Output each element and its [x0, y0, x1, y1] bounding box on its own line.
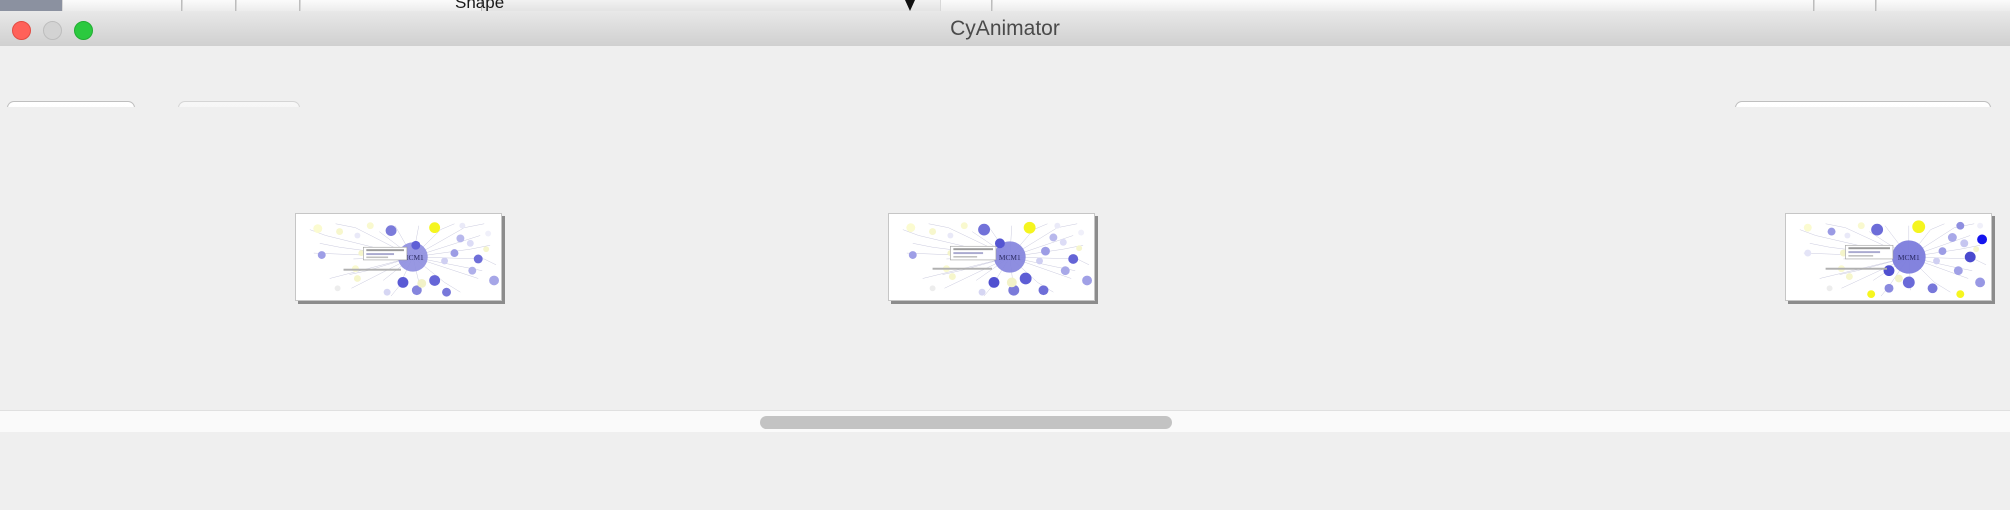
close-button[interactable] — [12, 21, 31, 40]
window-title: CyAnimator — [950, 17, 1060, 40]
minimize-button[interactable] — [43, 21, 62, 40]
background-tab — [182, 0, 236, 11]
timeline-horizontal-scrollbar[interactable] — [0, 410, 2010, 434]
network-graph-preview: MCM1 — [1786, 214, 1991, 300]
background-selected-tab — [0, 0, 62, 11]
svg-text:MCM1: MCM1 — [999, 253, 1021, 262]
network-graph-preview: MCM1 — [296, 214, 501, 300]
background-tab — [236, 0, 300, 11]
network-graph-preview: MCM1 — [889, 214, 1094, 300]
timeline-panel[interactable]: MCM1 — [0, 107, 2010, 410]
svg-text:MCM1: MCM1 — [1898, 253, 1920, 262]
title-bar[interactable]: CyAnimator — [0, 11, 2010, 47]
frame-thumbnail[interactable]: MCM1 — [1785, 213, 1992, 301]
background-tab — [1876, 0, 2010, 11]
background-window-label: Shape — [455, 0, 505, 11]
svg-text:MCM1: MCM1 — [402, 253, 424, 262]
toolbar: Clear All Frames — [0, 46, 2010, 143]
traffic-lights — [12, 21, 93, 40]
background-tab — [300, 0, 482, 11]
background-caret-icon — [905, 0, 915, 11]
scrollbar-thumb[interactable] — [760, 416, 1172, 429]
background-tab — [992, 0, 1814, 11]
background-window-strip: Shape — [0, 0, 2010, 11]
zoom-button[interactable] — [74, 21, 93, 40]
background-tab — [62, 0, 182, 11]
playback-control-bar: Animation Speed: — [0, 432, 2010, 510]
frame-thumbnail[interactable]: MCM1 — [888, 213, 1095, 301]
background-tab — [940, 0, 992, 11]
frame-thumbnail[interactable]: MCM1 — [295, 213, 502, 301]
background-tab — [1814, 0, 1876, 11]
